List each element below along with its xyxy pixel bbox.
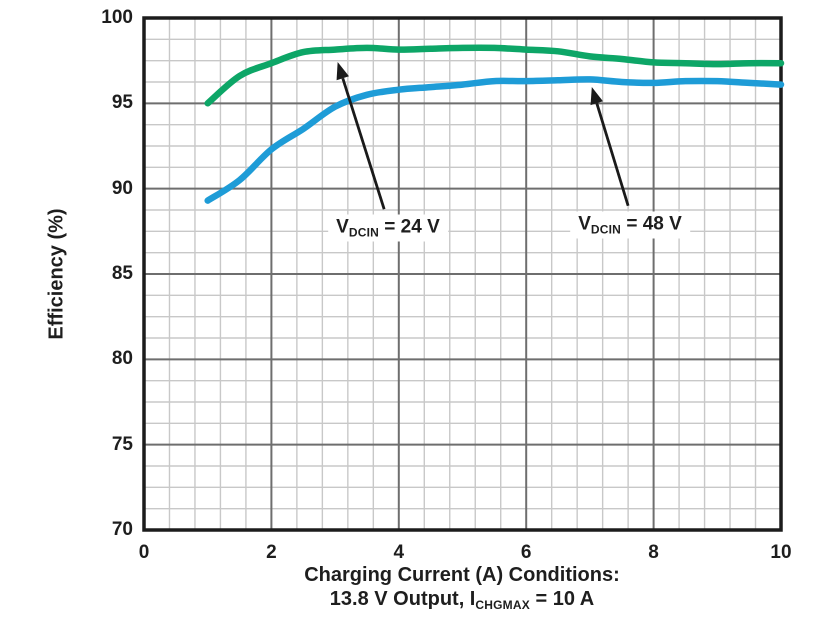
annotation-arrow-line-24v <box>341 77 386 210</box>
x-tick-label-10: 10 <box>770 542 792 563</box>
x-axis-title-line2-pre: 13.8 V Output, I <box>329 588 476 610</box>
plot-frame <box>142 16 783 532</box>
annotation-24v-post: = 24 V <box>379 216 440 238</box>
annotation-label-24v: VDCIN = 24 V <box>328 214 448 242</box>
x-axis-title-line1: Charging Current (A) Conditions: <box>304 564 620 586</box>
y-tick-label-85: 85 <box>111 263 133 284</box>
x-axis-title-line2-subscript: CHGMAX <box>475 598 530 612</box>
grid-major <box>143 17 782 531</box>
y-tick-label-75: 75 <box>111 433 133 455</box>
y-tick-label-70: 70 <box>111 519 133 540</box>
annotation-arrowhead-24v <box>336 62 349 81</box>
x-tick-label-8: 8 <box>648 542 659 563</box>
y-tick-label-80: 80 <box>111 348 133 370</box>
y-tick-label-100: 100 <box>101 7 133 28</box>
annotation-48v-post: = 48 V <box>621 213 682 235</box>
series-line-24v <box>204 44 785 107</box>
annotation-label-48v: VDCIN = 48 V <box>570 211 690 239</box>
y-tick-label-90: 90 <box>111 177 133 199</box>
x-tick-label-6: 6 <box>520 542 532 563</box>
annotation-48v-pre: V <box>578 213 591 235</box>
annotation-arrow-line-48v <box>595 102 630 207</box>
x-tick-label-0: 0 <box>138 542 150 563</box>
annotation-48v-subscript: DCIN <box>590 222 622 237</box>
x-axis-title-line2: 13.8 V Output, ICHGMAX = 10 A <box>330 588 594 612</box>
x-tick-label-4: 4 <box>393 542 405 563</box>
x-axis-title-line2-post: = 10 A <box>529 588 595 610</box>
annotation-arrowhead-48v <box>590 86 603 106</box>
series-line-48v <box>204 76 785 204</box>
annotation-24v-pre: V <box>336 216 349 238</box>
x-tick-label-2: 2 <box>266 542 277 563</box>
annotation-24v-subscript: DCIN <box>348 225 380 240</box>
y-tick-label-95: 95 <box>111 92 133 114</box>
